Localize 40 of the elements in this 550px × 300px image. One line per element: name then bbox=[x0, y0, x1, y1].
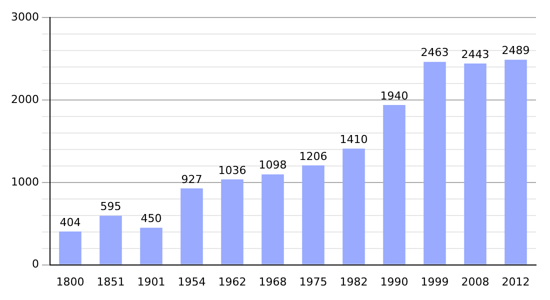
x-tick-label: 1851 bbox=[96, 275, 125, 288]
x-tick-label: 1800 bbox=[56, 275, 84, 288]
x-tick-label: 1990 bbox=[380, 275, 408, 288]
bar bbox=[424, 62, 446, 264]
bar bbox=[59, 232, 82, 264]
data-label: 450 bbox=[140, 212, 162, 226]
x-tick-label: 1982 bbox=[340, 275, 368, 288]
data-label: 2443 bbox=[461, 48, 490, 61]
bar bbox=[221, 179, 244, 264]
y-tick-label: 1000 bbox=[10, 175, 39, 188]
x-tick-label: 2012 bbox=[502, 275, 530, 288]
data-label: 1940 bbox=[380, 89, 408, 102]
data-label: 404 bbox=[60, 216, 81, 229]
y-tick-label: 2000 bbox=[10, 92, 39, 106]
data-label: 1410 bbox=[340, 132, 368, 146]
bar bbox=[504, 60, 527, 264]
bar bbox=[100, 216, 122, 264]
x-tick-label: 1968 bbox=[258, 275, 287, 288]
data-label: 1206 bbox=[299, 150, 328, 163]
x-tick-label: 1962 bbox=[218, 275, 246, 288]
bar bbox=[342, 148, 365, 264]
bar bbox=[302, 165, 324, 264]
data-label: 2463 bbox=[420, 46, 449, 60]
data-label: 1098 bbox=[258, 158, 287, 172]
data-label: 595 bbox=[100, 200, 122, 214]
data-label: 1036 bbox=[218, 164, 246, 177]
y-tick-label: 3000 bbox=[10, 10, 39, 24]
data-label: 2489 bbox=[502, 44, 530, 58]
bar bbox=[262, 174, 284, 264]
x-tick-label: 1999 bbox=[420, 275, 449, 288]
bar bbox=[464, 63, 486, 264]
y-tick-label: 0 bbox=[32, 258, 39, 271]
data-label: 927 bbox=[181, 172, 202, 186]
bar bbox=[140, 228, 162, 264]
x-tick-label: 1975 bbox=[299, 275, 328, 288]
x-tick-label: 1954 bbox=[178, 275, 206, 288]
x-tick-label: 1901 bbox=[137, 275, 166, 288]
bar bbox=[180, 188, 203, 264]
x-tick-label: 2008 bbox=[461, 275, 490, 288]
bar bbox=[383, 104, 406, 264]
